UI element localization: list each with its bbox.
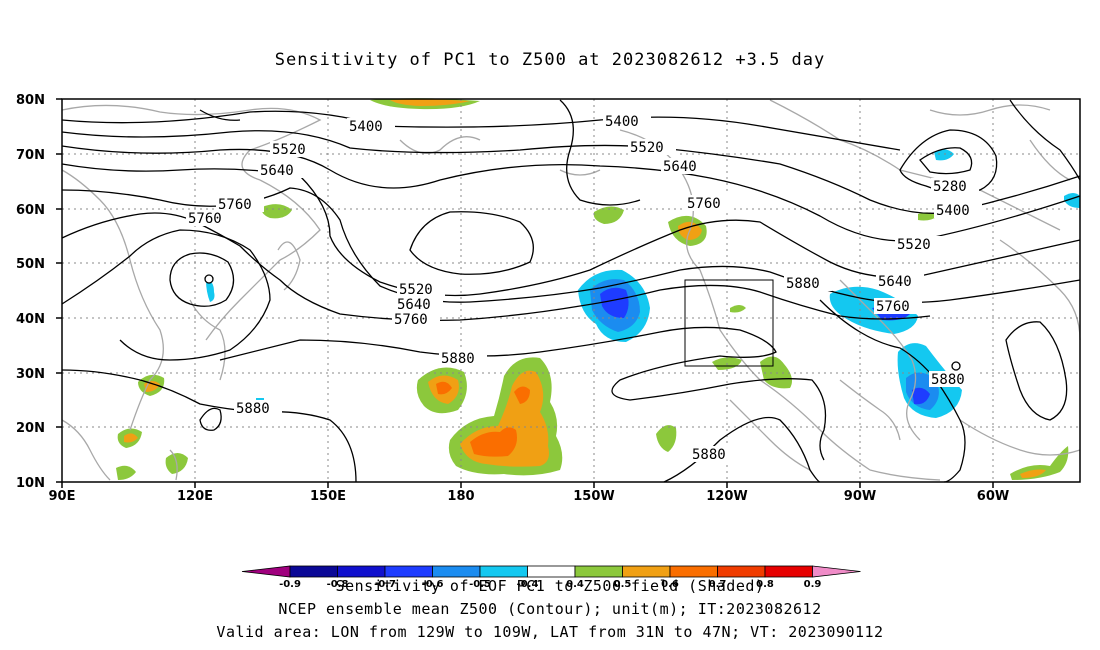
colorbar-swatch: [432, 565, 481, 578]
colorbar-tick-label: 0.6: [661, 579, 679, 590]
colorbar-tick-label: 0.7: [709, 579, 727, 590]
colorbar-tick-label: -0.8: [327, 579, 349, 590]
map-frame: [61, 98, 1081, 483]
colorbar-tick-label: -0.9: [279, 579, 301, 590]
contour-label: 5520: [399, 282, 433, 298]
contour-label: 5880: [786, 276, 820, 292]
contour-labels: 5400 5400 5520 5520 5640 5640 5760 5760 …: [186, 113, 982, 463]
colorbar-swatch: [669, 565, 718, 578]
lon-label: 90W: [844, 489, 876, 504]
lat-label: 10N: [16, 476, 45, 491]
colorbar: -0.9 -0.8 -0.7 -0.6 -0.5 -0.4 0.4 0.5 0.6 0.7 0.8 0…: [241, 565, 861, 590]
contour-label: 5640: [663, 159, 697, 175]
contour-label: 5400: [349, 119, 383, 135]
map-title: Sensitivity of PC1 to Z500 at 2023082612…: [274, 50, 826, 70]
caption-valid-area: Valid area: LON from 129W to 109W, LAT f…: [216, 623, 884, 641]
contour-label: 5760: [218, 197, 252, 213]
contour-label: 5880: [441, 351, 475, 367]
colorbar-swatch: [479, 565, 528, 578]
contour-label: 5880: [931, 372, 965, 388]
contour-label: 5640: [260, 163, 294, 179]
contour-label: 5400: [605, 114, 639, 130]
colorbar-tick-label: 0.9: [804, 579, 822, 590]
colorbar-tick-label: 0.8: [756, 579, 774, 590]
longitude-labels: 90E 120E 150E 180 150W 120W 90W 60W: [49, 489, 1010, 504]
valid-area-box: [684, 279, 774, 367]
colorbar-swatch: [527, 565, 576, 578]
lon-label: 150E: [310, 489, 346, 504]
low-center-marker: [204, 274, 214, 284]
colorbar-swatch: [764, 565, 813, 578]
lon-label: 180: [447, 489, 474, 504]
contour-label: 5760: [687, 196, 721, 212]
contour-label: 5760: [188, 211, 222, 227]
contour-label: 5640: [397, 297, 431, 313]
contour-label: 5880: [692, 447, 726, 463]
lat-label: 80N: [16, 93, 45, 108]
lon-label: 120E: [177, 489, 213, 504]
lat-label: 40N: [16, 312, 45, 327]
contour-label: 5400: [936, 203, 970, 219]
latitude-labels: 80N 70N 60N 50N 40N 30N 20N 10N: [16, 93, 45, 491]
colorbar-swatch: [289, 565, 338, 578]
colorbar-swatch: [717, 565, 766, 578]
lat-label: 50N: [16, 257, 45, 272]
lon-label: 120W: [706, 489, 747, 504]
colorbar-tick-label: -0.6: [422, 579, 444, 590]
lat-label: 20N: [16, 421, 45, 436]
colorbar-tick-label: 0.4: [566, 579, 584, 590]
contour-label: 5280: [933, 179, 967, 195]
caption-shaded: Sensitivity of EOF PC1 to Z500 field (Sh…: [335, 577, 765, 595]
colorbar-swatch: [622, 565, 671, 578]
colorbar-tick-label: 0.5: [614, 579, 632, 590]
colorbar-swatch: [574, 565, 623, 578]
colorbar-max-arrow: [812, 565, 861, 578]
colorbar-min-arrow: [241, 565, 291, 578]
caption-contour: NCEP ensemble mean Z500 (Contour); unit(…: [278, 600, 822, 618]
colorbar-tick-label: -0.5: [469, 579, 491, 590]
colorbar-swatch: [337, 565, 386, 578]
contour-label: 5520: [272, 142, 306, 158]
lat-label: 60N: [16, 203, 45, 218]
lat-label: 70N: [16, 148, 45, 163]
colorbar-tick-label: -0.4: [517, 579, 539, 590]
lon-label: 90E: [49, 489, 76, 504]
colorbar-swatch: [384, 565, 433, 578]
contour-label: 5520: [630, 140, 664, 156]
contour-label: 5760: [394, 312, 428, 328]
contour-label: 5880: [236, 401, 270, 417]
colorbar-tick-label: -0.7: [374, 579, 396, 590]
lat-label: 30N: [16, 367, 45, 382]
contour-label: 5520: [897, 237, 931, 253]
lon-label: 150W: [573, 489, 614, 504]
lon-label: 60W: [977, 489, 1009, 504]
contour-label: 5640: [878, 274, 912, 290]
axis-ticks: [56, 98, 994, 488]
contour-closed-marker: [951, 361, 961, 371]
contour-label: 5760: [876, 299, 910, 315]
